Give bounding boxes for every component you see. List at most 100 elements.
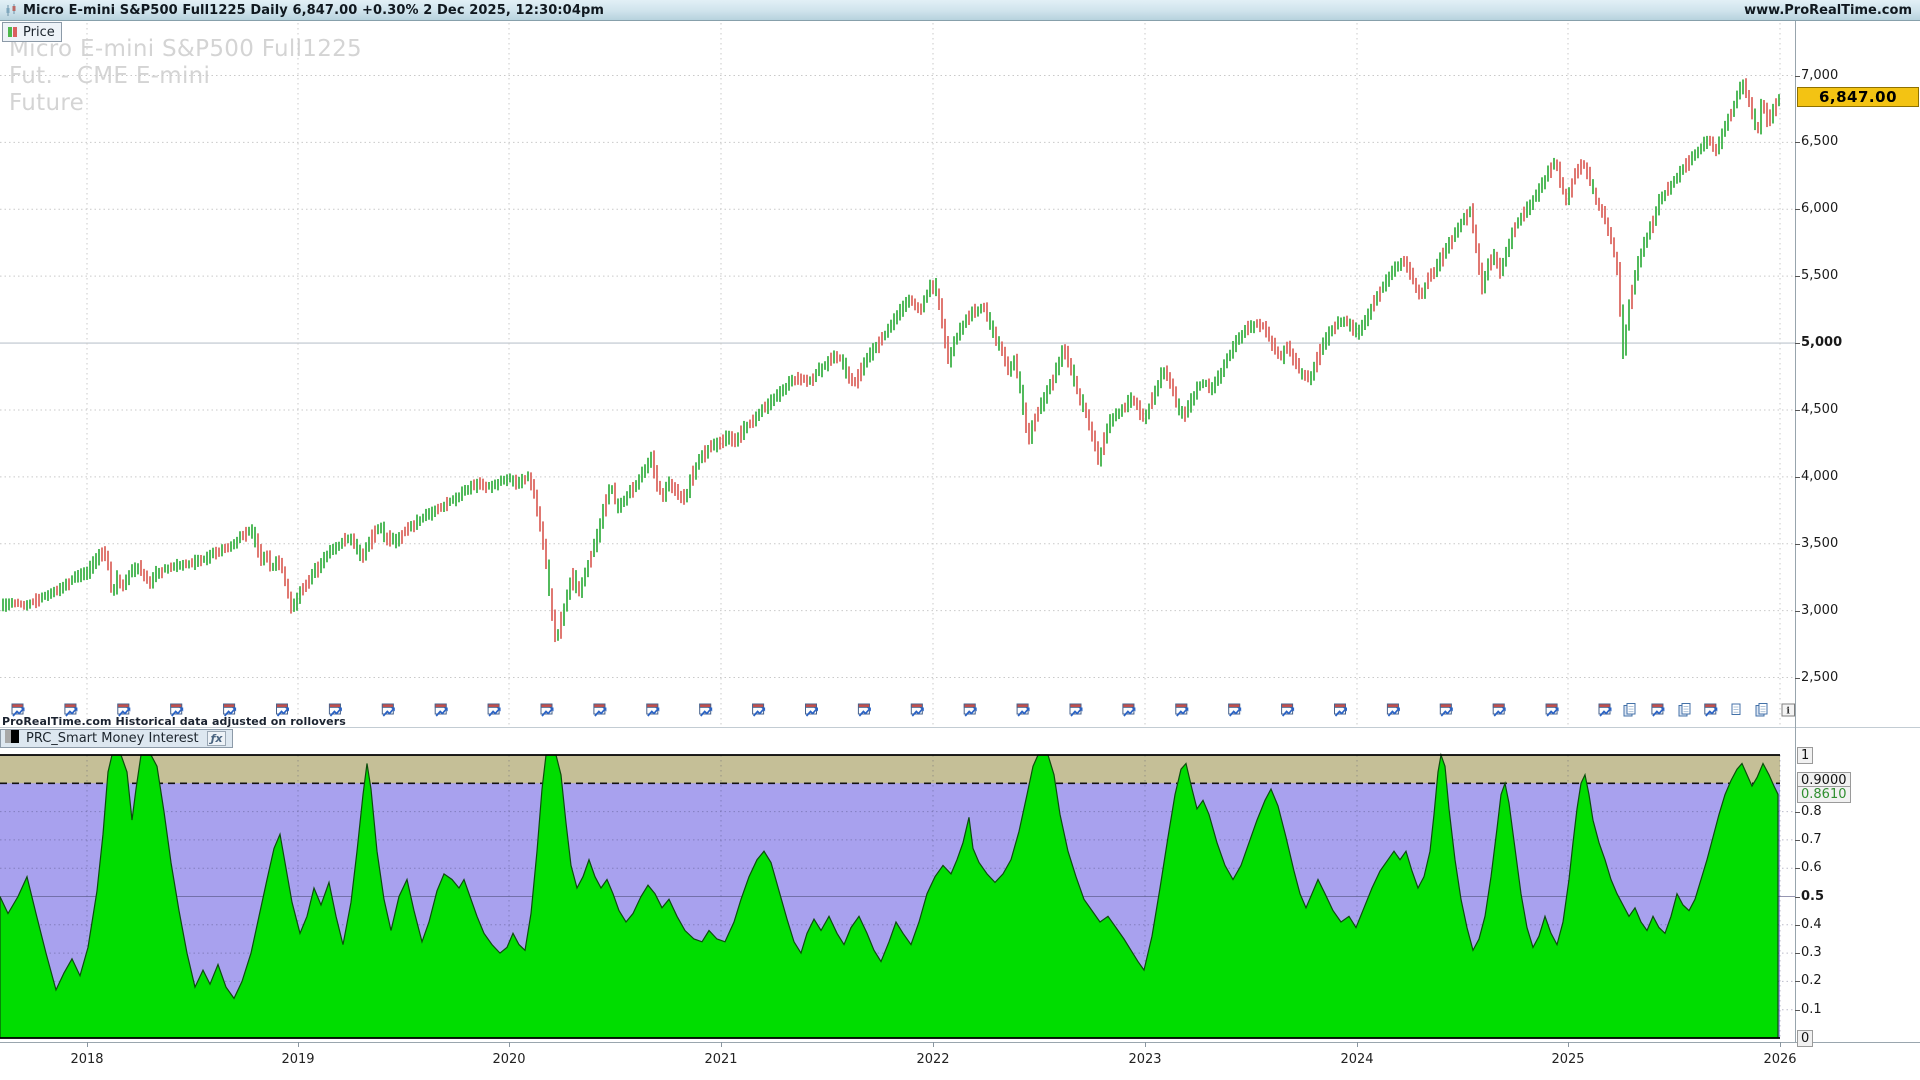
- rollover-calendar-icon[interactable]: [434, 703, 448, 717]
- rollover-calendar-icon[interactable]: [1545, 703, 1559, 717]
- price-tick-label: 3,000: [1801, 602, 1839, 618]
- price-tab-label: Price: [23, 24, 55, 40]
- time-axis-line: [0, 1042, 1920, 1043]
- year-label: 2021: [704, 1052, 738, 1067]
- price-chart-plot[interactable]: i: [0, 21, 1920, 728]
- year-label: 2025: [1551, 1052, 1585, 1067]
- price-tick-mark: [1795, 610, 1800, 612]
- rollover-calendar-icon[interactable]: [857, 703, 871, 717]
- rollover-calendar-icon[interactable]: [170, 703, 184, 717]
- rollover-calendar-icon[interactable]: [699, 703, 713, 717]
- indicator-tab-label: PRC_Smart Money Interest: [26, 731, 199, 746]
- year-tick-mark: [1357, 1042, 1358, 1047]
- rollover-calendar-icon[interactable]: [1281, 703, 1295, 717]
- rollover-calendar-icon[interactable]: [487, 703, 501, 717]
- price-tick-label: 6,000: [1801, 201, 1839, 217]
- svg-text:i: i: [1786, 706, 1790, 717]
- rollover-calendar-icon[interactable]: [11, 703, 25, 717]
- indicator-tick-label: 0.1: [1801, 1001, 1822, 1017]
- year-tick-mark: [1145, 1042, 1146, 1047]
- indicator-tick-mark: [1795, 868, 1800, 870]
- indicator-tick-mark: [1795, 839, 1800, 841]
- price-tick-label: 4,500: [1801, 401, 1839, 417]
- indicator-color-icon: [5, 730, 22, 747]
- pages-icon[interactable]: [1755, 703, 1768, 717]
- year-tick-mark: [87, 1042, 88, 1047]
- indicator-tick-label: 0.7: [1801, 831, 1822, 847]
- smart-money-area-series: [0, 752, 1779, 1039]
- rollover-calendar-icon[interactable]: [381, 703, 395, 717]
- rollover-calendar-icon[interactable]: [1016, 703, 1030, 717]
- candlestick-series: [2, 78, 1780, 643]
- indicator-tick-mark: [1795, 953, 1800, 955]
- year-tick-mark: [509, 1042, 510, 1047]
- price-tick-mark: [1795, 343, 1800, 345]
- site-label: www.ProRealTime.com: [1744, 2, 1912, 18]
- year-label: 2018: [70, 1052, 104, 1067]
- instrument-watermark: Micro E-mini S&P500 Full1225 Fut. - CME …: [9, 36, 362, 117]
- rollover-calendar-icon[interactable]: [1069, 703, 1083, 717]
- price-tick-mark: [1795, 476, 1800, 478]
- pages-icon[interactable]: [1678, 703, 1691, 717]
- rollover-calendar-icon[interactable]: [117, 703, 131, 717]
- indicator-tick-label: 0.3: [1801, 945, 1822, 961]
- price-tick-mark: [1795, 409, 1800, 411]
- rollover-calendar-icon[interactable]: [1651, 703, 1665, 717]
- price-tick-label: 3,500: [1801, 535, 1839, 551]
- price-tick-label: 5,500: [1801, 268, 1839, 284]
- rollover-calendar-icon[interactable]: [64, 703, 78, 717]
- indicator-bottom-scale-box: 0: [1797, 1030, 1814, 1047]
- rollover-calendar-icon[interactable]: [1386, 703, 1400, 717]
- rollover-calendar-icon[interactable]: [1122, 703, 1136, 717]
- price-tick-label: 4,000: [1801, 468, 1839, 484]
- price-tick-mark: [1795, 677, 1800, 679]
- pages-icon[interactable]: [1623, 703, 1636, 717]
- watermark-line: Micro E-mini S&P500 Full1225: [9, 36, 362, 62]
- overbought-band: [0, 755, 1780, 784]
- instrument-title: Micro E-mini S&P500 Full1225 Daily 6,847…: [23, 2, 605, 18]
- rollover-calendar-icon[interactable]: [328, 703, 342, 717]
- panel-separator: [0, 727, 1920, 728]
- candlestick-icon: [8, 27, 17, 37]
- price-tab[interactable]: Price: [2, 22, 62, 42]
- rollover-calendar-icon[interactable]: [752, 703, 766, 717]
- last-price-badge: 6,847.00: [1797, 87, 1919, 107]
- rollover-calendar-icon[interactable]: [593, 703, 607, 717]
- info-icon[interactable]: i: [1781, 703, 1795, 717]
- indicator-tick-mark: [1795, 1009, 1800, 1011]
- year-label: 2022: [916, 1052, 950, 1067]
- rollover-calendar-icon[interactable]: [1334, 703, 1348, 717]
- price-tick-mark: [1795, 142, 1800, 144]
- smart-money-indicator-plot[interactable]: [0, 748, 1920, 1042]
- rollover-calendar-icon[interactable]: [963, 703, 977, 717]
- rollover-calendar-icon[interactable]: [223, 703, 237, 717]
- year-tick-mark: [1568, 1042, 1569, 1047]
- indicator-current-value-box: 0.8610: [1797, 786, 1851, 804]
- rollover-calendar-icon[interactable]: [1492, 703, 1506, 717]
- page-icon[interactable]: [1731, 703, 1741, 715]
- year-label: 2020: [492, 1052, 526, 1067]
- indicator-tick-label: 0.8: [1801, 803, 1822, 819]
- year-tick-mark: [1780, 1042, 1781, 1047]
- formula-fx-icon[interactable]: ƒx: [206, 731, 227, 746]
- indicator-tick-mark: [1795, 896, 1800, 898]
- rollover-calendar-icon[interactable]: [1598, 703, 1612, 717]
- rollover-calendar-icon[interactable]: [1175, 703, 1189, 717]
- rollover-calendar-icon[interactable]: [540, 703, 554, 717]
- price-tick-label: 2,500: [1801, 669, 1839, 685]
- year-label: 2024: [1340, 1052, 1374, 1067]
- rollover-calendar-icon[interactable]: [1228, 703, 1242, 717]
- rollover-calendar-icon[interactable]: [910, 703, 924, 717]
- indicator-tick-mark: [1795, 924, 1800, 926]
- year-tick-mark: [933, 1042, 934, 1047]
- rollover-calendar-icon[interactable]: [805, 703, 819, 717]
- indicator-tick-mark: [1795, 811, 1800, 813]
- year-tick-mark: [298, 1042, 299, 1047]
- rollover-calendar-icon[interactable]: [1439, 703, 1453, 717]
- rollover-calendar-icon[interactable]: [646, 703, 660, 717]
- price-tick-mark: [1795, 75, 1800, 77]
- rollover-calendar-icon[interactable]: [276, 703, 290, 717]
- price-tick-mark: [1795, 276, 1800, 278]
- indicator-tab[interactable]: PRC_Smart Money Interest ƒx: [0, 729, 234, 748]
- rollover-calendar-icon[interactable]: [1704, 703, 1718, 717]
